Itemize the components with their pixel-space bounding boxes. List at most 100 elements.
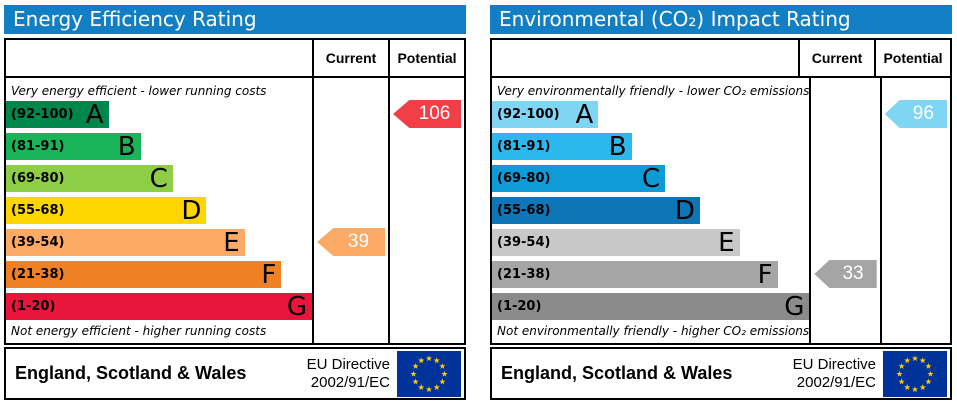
environmental-top-note: Very environmentally friendly - lower CO… — [497, 84, 810, 98]
environmental-impact-panel: Environmental (CO₂) Impact Rating Curren… — [490, 5, 952, 400]
energy-panel-title: Energy Efficiency Rating — [4, 5, 466, 34]
band-letter: C — [641, 163, 660, 194]
region-label: England, Scotland & Wales — [501, 363, 733, 383]
environmental-bottom-note: Not environmentally friendly - higher CO… — [497, 324, 810, 338]
energy-bottom-note: Not energy efficient - higher running co… — [11, 324, 267, 338]
energy-table-header-row: Current Potential — [6, 40, 464, 78]
environmental-table-body: Very environmentally friendly - lower CO… — [492, 78, 950, 343]
band-row-c: (69-80) C — [6, 165, 312, 197]
eu-directive-line1: EU Directive — [792, 355, 876, 373]
band-range-label: (55-68) — [11, 203, 65, 218]
environmental-band-chart: Very environmentally friendly - lower CO… — [492, 78, 810, 343]
band-row-b: (81-91) B — [492, 133, 809, 165]
band-range-label: (55-68) — [497, 203, 551, 218]
band-letter: D — [181, 195, 202, 226]
band-b: (81-91) B — [6, 133, 141, 160]
environmental-chart-header-spacer — [492, 40, 798, 76]
band-range-label: (1-20) — [497, 299, 542, 314]
band-range-label: (92-100) — [11, 107, 74, 122]
band-range-label: (39-54) — [497, 235, 551, 250]
band-row-f: (21-38) F — [492, 261, 809, 293]
band-letter: B — [117, 131, 136, 162]
band-row-d: (55-68) D — [6, 197, 312, 229]
band-range-label: (21-38) — [11, 267, 65, 282]
environmental-current-column-header: Current — [798, 40, 874, 76]
band-d: (55-68) D — [492, 197, 700, 224]
band-range-label: (69-80) — [497, 171, 551, 186]
environmental-potential-column: 96 — [879, 78, 950, 343]
current-rating-arrow: 33 — [814, 260, 877, 288]
energy-rating-table: Current Potential Very energy efficient … — [4, 38, 466, 345]
environmental-panel-title: Environmental (CO₂) Impact Rating — [490, 5, 952, 34]
energy-current-column-header: Current — [312, 40, 388, 76]
band-letter: A — [85, 99, 104, 130]
environmental-potential-column-header: Potential — [874, 40, 950, 76]
eu-directive-label: EU Directive 2002/91/EC — [793, 356, 876, 392]
band-g: (1-20) G — [492, 291, 810, 322]
band-row-g: (1-20) G — [492, 291, 810, 325]
band-row-e: (39-54) E — [492, 229, 809, 261]
current-rating-arrow: 39 — [317, 228, 385, 256]
eu-directive-line2: 2002/91/EC — [310, 373, 390, 391]
eu-flag-icon — [883, 350, 947, 397]
environmental-bands: (92-100) A (81-91) B (69-80) C (55-68) D (39-54)… — [492, 101, 810, 325]
energy-table-body: Very energy efficient - lower running co… — [6, 78, 464, 343]
environmental-table-header-row: Current Potential — [492, 40, 950, 78]
band-row-c: (69-80) C — [492, 165, 809, 197]
band-row-b: (81-91) B — [6, 133, 312, 165]
band-letter: F — [261, 259, 277, 290]
band-range-label: (69-80) — [11, 171, 65, 186]
band-letter: C — [149, 163, 168, 194]
potential-rating-arrow: 96 — [884, 100, 947, 128]
band-e: (39-54) E — [6, 229, 245, 256]
region-label: England, Scotland & Wales — [15, 363, 247, 383]
band-d: (55-68) D — [6, 195, 207, 226]
band-range-label: (81-91) — [11, 139, 65, 154]
band-row-a: (92-100) A — [492, 101, 809, 133]
band-letter: D — [674, 195, 695, 226]
band-range-label: (92-100) — [497, 107, 560, 122]
band-letter: E — [718, 227, 735, 258]
band-range-label: (81-91) — [497, 139, 551, 154]
band-row-e: (39-54) E — [6, 229, 312, 261]
band-range-label: (21-38) — [497, 267, 551, 282]
energy-potential-column: 106 — [388, 78, 464, 343]
energy-potential-column-header: Potential — [388, 40, 464, 76]
environmental-current-column: 33 — [809, 78, 879, 343]
energy-top-note: Very energy efficient - lower running co… — [11, 84, 267, 98]
energy-chart-header-spacer — [6, 40, 312, 76]
energy-efficiency-panel: Energy Efficiency Rating Current Potenti… — [4, 5, 466, 400]
environmental-rating-table: Current Potential Very environmentally f… — [490, 38, 952, 345]
band-a: (92-100) A — [492, 99, 599, 130]
band-f: (21-38) F — [6, 259, 282, 290]
band-c: (69-80) C — [6, 165, 173, 192]
band-letter: F — [757, 259, 773, 290]
band-letter: G — [784, 291, 805, 322]
band-b: (81-91) B — [492, 133, 632, 160]
energy-panel-footer: England, Scotland & Wales EU Directive 2… — [4, 347, 466, 400]
band-letter: A — [575, 99, 594, 130]
band-letter: E — [223, 227, 240, 258]
band-row-a: (92-100) A — [6, 101, 312, 133]
eu-flag-icon — [397, 350, 461, 397]
energy-current-column: 39 — [312, 78, 388, 343]
potential-rating-arrow: 106 — [393, 100, 461, 128]
band-c: (69-80) C — [492, 165, 665, 192]
band-f: (21-38) F — [492, 261, 778, 288]
eu-directive-label: EU Directive 2002/91/EC — [307, 356, 390, 392]
band-e: (39-54) E — [492, 229, 740, 256]
environmental-panel-footer: England, Scotland & Wales EU Directive 2… — [490, 347, 952, 400]
band-a: (92-100) A — [6, 101, 109, 128]
band-range-label: (1-20) — [11, 299, 56, 314]
band-range-label: (39-54) — [11, 235, 65, 250]
eu-directive-line1: EU Directive — [306, 355, 390, 373]
band-row-g: (1-20) G — [6, 293, 312, 325]
energy-band-chart: Very energy efficient - lower running co… — [6, 78, 312, 343]
eu-directive-line2: 2002/91/EC — [796, 373, 876, 391]
band-letter: B — [608, 131, 627, 162]
band-letter: G — [286, 291, 307, 322]
band-row-f: (21-38) F — [6, 261, 312, 293]
band-row-d: (55-68) D — [492, 197, 809, 229]
band-g: (1-20) G — [6, 293, 312, 320]
